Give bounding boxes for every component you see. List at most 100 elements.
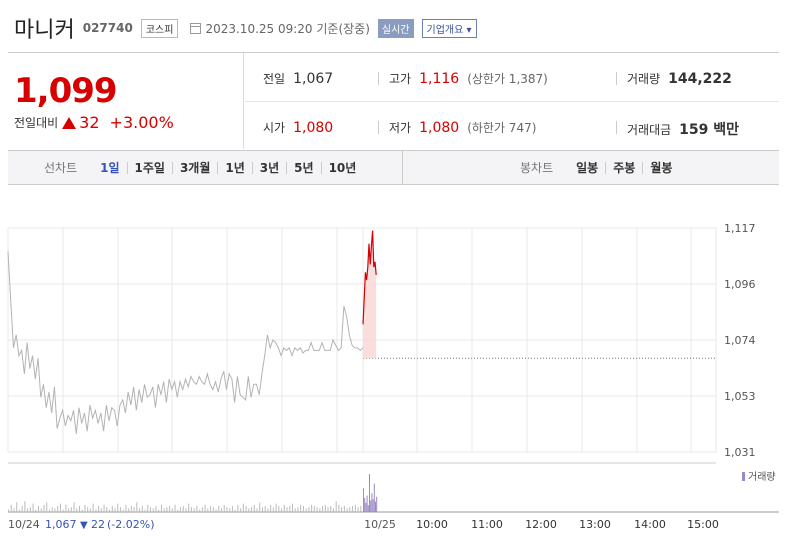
prev-volume-bar — [248, 508, 250, 512]
prev-volume-bar — [297, 507, 299, 512]
prev-volume-bar — [278, 506, 280, 512]
prev-volume-bar — [272, 507, 274, 512]
period-1y-button[interactable]: 1년 — [217, 161, 251, 174]
prev-volume-bar — [360, 506, 362, 512]
company-info-label: 기업개요 — [426, 24, 464, 36]
prev-volume-bar — [68, 508, 70, 512]
price-change: 전일대비 32 +3.00% — [14, 113, 174, 132]
prev-volume-bar — [289, 506, 291, 512]
prev-volume-bar — [218, 506, 220, 512]
prev-volume-bar — [332, 508, 334, 512]
prev-volume-bar — [27, 508, 29, 512]
stat-separator — [378, 72, 379, 85]
prev-day-change-percent: (-2.02%) — [107, 518, 155, 531]
period-3y-button[interactable]: 3년 — [251, 161, 286, 174]
x-tick-label: 11:00 — [471, 518, 503, 531]
today-price-line — [362, 230, 377, 325]
low-value: 1,080 — [419, 120, 460, 136]
candle-weekly-button[interactable]: 주봉 — [605, 161, 642, 174]
stock-name: 마니커 — [14, 18, 75, 43]
candle-chart-periods: 봉차트 일봉 주봉 월봉 — [520, 151, 679, 184]
x-tick-label: 10:00 — [416, 518, 448, 531]
prev-volume-bar — [150, 507, 151, 512]
prev-volume-bar — [264, 506, 266, 512]
upper-limit: (상한가 1,387) — [467, 72, 548, 86]
prev-volume-bar — [29, 507, 31, 512]
high-value: 1,116 — [419, 71, 460, 87]
prev-volume-bar — [193, 508, 195, 512]
stat-separator — [616, 72, 617, 85]
prev-volume-bar — [245, 506, 247, 512]
period-5y-button[interactable]: 5년 — [286, 161, 320, 174]
prev-volume-bar — [35, 509, 37, 512]
prev-volume-bar — [48, 509, 50, 512]
datetime-text: 2023.10.25 09:20 기준(장중) — [205, 21, 370, 36]
period-3m-button[interactable]: 3개월 — [171, 161, 217, 174]
candle-daily-button[interactable]: 일봉 — [576, 160, 599, 175]
prev-volume-bar — [43, 504, 45, 512]
period-10y-button[interactable]: 10년 — [320, 161, 364, 174]
today-volume-bar — [365, 502, 367, 512]
prev-volume-bar — [180, 507, 182, 512]
today-volume-bar — [363, 488, 364, 512]
prev-volume-bar — [324, 504, 326, 512]
prev-volume-bar — [338, 504, 340, 512]
change-label: 전일대비 — [14, 116, 59, 130]
prev-volume-bar — [237, 504, 239, 512]
current-price: 1,099 — [14, 71, 118, 111]
x-tick-label: 13:00 — [579, 518, 611, 531]
prev-volume-bar — [234, 509, 236, 512]
prev-volume-bar — [155, 506, 157, 512]
today-volume-bar — [372, 499, 374, 512]
y-tick-label: 1,096 — [724, 278, 756, 291]
candle-monthly-button[interactable]: 월봉 — [642, 161, 679, 174]
prev-volume-bar — [79, 506, 80, 512]
prev-volume-bar — [270, 504, 272, 512]
prev-volume-bar — [204, 504, 206, 512]
prev-volume-bar — [281, 508, 283, 512]
today-volume-bar — [371, 493, 373, 512]
prev-volume-bar — [182, 506, 184, 512]
prev-volume-bar — [226, 507, 228, 512]
low-label: 저가 — [389, 121, 412, 135]
prev-day-price-line — [7, 251, 364, 434]
prev-volume-bar — [109, 509, 111, 512]
prev-volume-bar — [59, 503, 61, 512]
open-label: 시가 — [263, 121, 286, 135]
prev-volume-bar — [89, 508, 91, 512]
prev-volume-bar — [139, 508, 141, 512]
prev-volume-bar — [229, 508, 231, 512]
toolbar-divider — [402, 151, 403, 184]
period-1w-button[interactable]: 1주일 — [126, 161, 172, 174]
prev-volume-bar — [122, 509, 124, 512]
prev-volume-bar — [188, 503, 190, 512]
change-value: 32 — [79, 113, 100, 132]
prev-volume-bar — [343, 506, 345, 512]
prev-volume-bar — [40, 508, 42, 512]
prev-volume-bar — [81, 509, 83, 512]
prev-volume-bar — [13, 508, 15, 512]
period-1d-button[interactable]: 1일 — [100, 160, 120, 175]
prev-volume-bar — [357, 507, 359, 512]
prev-day-change: 22 — [91, 518, 105, 531]
y-tick-label: 1,074 — [724, 334, 756, 347]
calendar-icon — [190, 22, 202, 34]
stat-separator — [378, 121, 379, 134]
prev-volume-bar — [196, 506, 198, 512]
prev-volume-bar — [308, 507, 310, 512]
prev-volume-bar — [65, 504, 67, 512]
prev-volume-bar — [210, 506, 212, 512]
prev-volume-bar — [117, 503, 119, 512]
amount-value: 159 백만 — [679, 122, 740, 138]
prev-volume-bar — [341, 507, 343, 512]
prev-volume-bar — [352, 506, 354, 512]
chart-toolbar: 선차트 1일 1주일 3개월 1년 3년 5년 10년 봉차트 일봉 주봉 월봉 — [8, 150, 779, 185]
prev-volume-bar — [144, 509, 146, 512]
stock-code: 027740 — [82, 21, 133, 35]
prev-volume-bar — [114, 508, 116, 512]
chevron-down-icon: ▾ — [466, 24, 472, 36]
prev-volume-bar — [330, 506, 332, 512]
company-info-button[interactable]: 기업개요 ▾ — [421, 18, 477, 38]
today-volume-bar — [373, 483, 375, 512]
prev-volume-bar — [292, 503, 293, 512]
